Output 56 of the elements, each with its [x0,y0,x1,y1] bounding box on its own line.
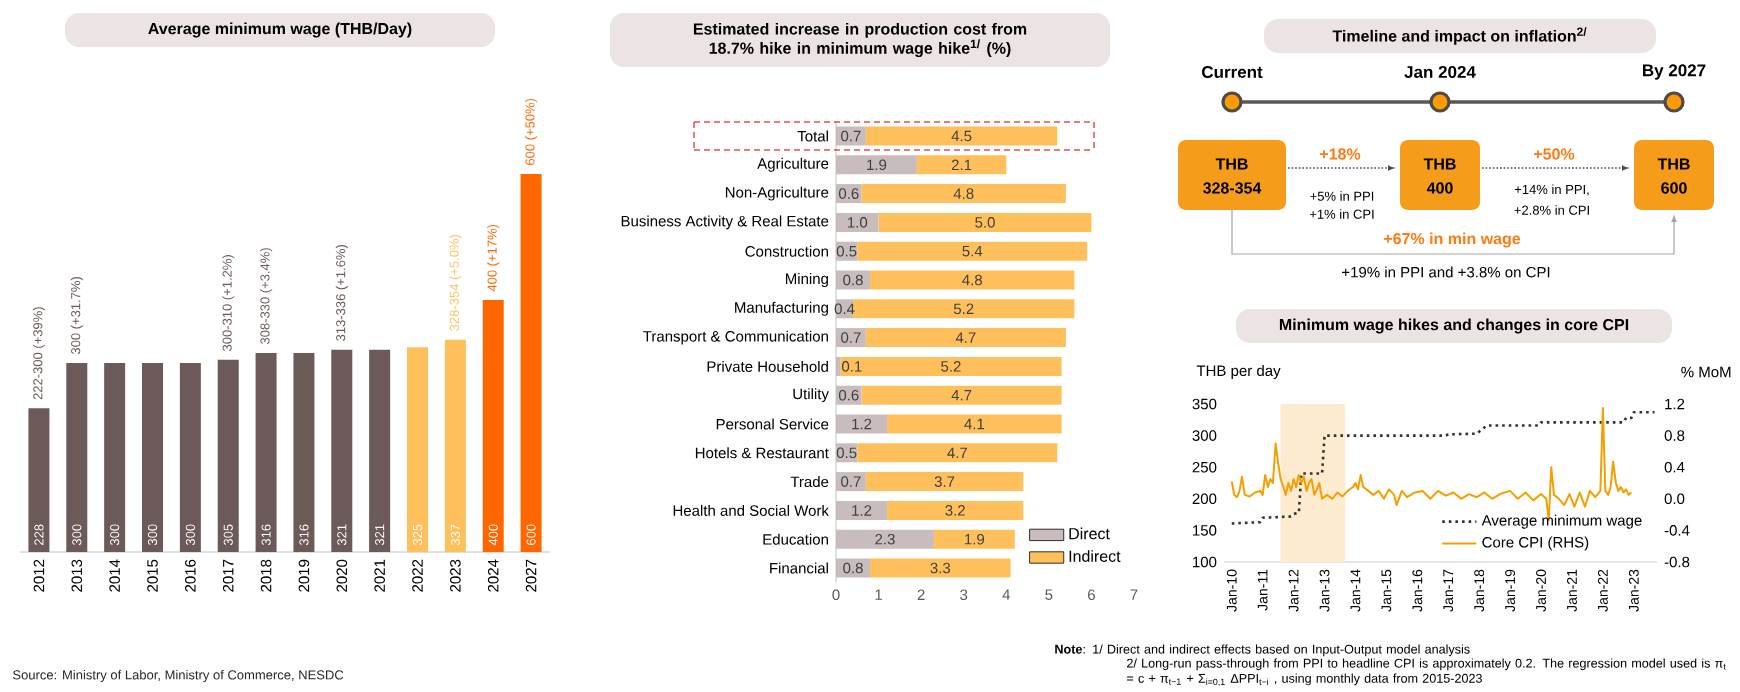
bar [836,328,866,348]
bar [870,558,1011,578]
bar [840,356,1062,376]
bar [836,472,866,492]
bar [293,352,315,552]
bar [836,155,917,175]
text: +18% [1319,148,1361,160]
bar [861,184,1066,204]
chart-title: Estimated increase in production cost from 18.7% hike in minimum wage hike$^{1/}$ (%) [693,22,1027,58]
bar [836,126,866,146]
text: Jan 2024 [1404,65,1476,79]
bar [836,212,879,232]
bar [857,241,1088,261]
legend-label: Indirect [1069,550,1121,562]
bar [933,529,1015,549]
text: 400 [1426,182,1453,194]
text: By 2027 [1643,64,1706,80]
bar [836,500,888,520]
bar [142,363,163,552]
chart-title: Average minimum wage (THB/Day) [148,22,412,38]
text: +67% in min wage [1383,232,1521,248]
text: Current [1202,65,1263,79]
bar [444,339,466,552]
bar [255,352,277,552]
bar [836,529,934,549]
bar [916,155,1007,175]
bar [179,363,201,552]
bar [217,359,239,552]
bar [878,212,1092,232]
bar [865,126,1058,146]
bar [861,385,1062,405]
text: 600 [1661,182,1687,194]
legend-label: Direct [1069,527,1110,540]
bar [870,270,1075,290]
bar [887,500,1024,520]
bar [482,300,504,552]
chart-title: Minimum wage hikes and changes in core CPI [1279,318,1629,334]
bar [887,414,1062,434]
bar [520,174,542,552]
bar [369,349,391,552]
bar [865,472,1024,492]
text: +50% [1533,148,1575,160]
text: 328-354 [1203,182,1262,194]
bar [853,299,1075,319]
bar [407,347,429,552]
text: THB [1657,158,1690,170]
bar [857,443,1058,463]
text: THB [1423,158,1456,170]
bar [865,328,1066,348]
bar [836,414,888,434]
bar [66,363,88,552]
bar [104,363,126,552]
text: THB [1215,158,1248,170]
text: Timeline and impact on inflation$^{2/}$ [1332,27,1587,45]
bar [28,408,50,552]
bar [331,349,353,552]
